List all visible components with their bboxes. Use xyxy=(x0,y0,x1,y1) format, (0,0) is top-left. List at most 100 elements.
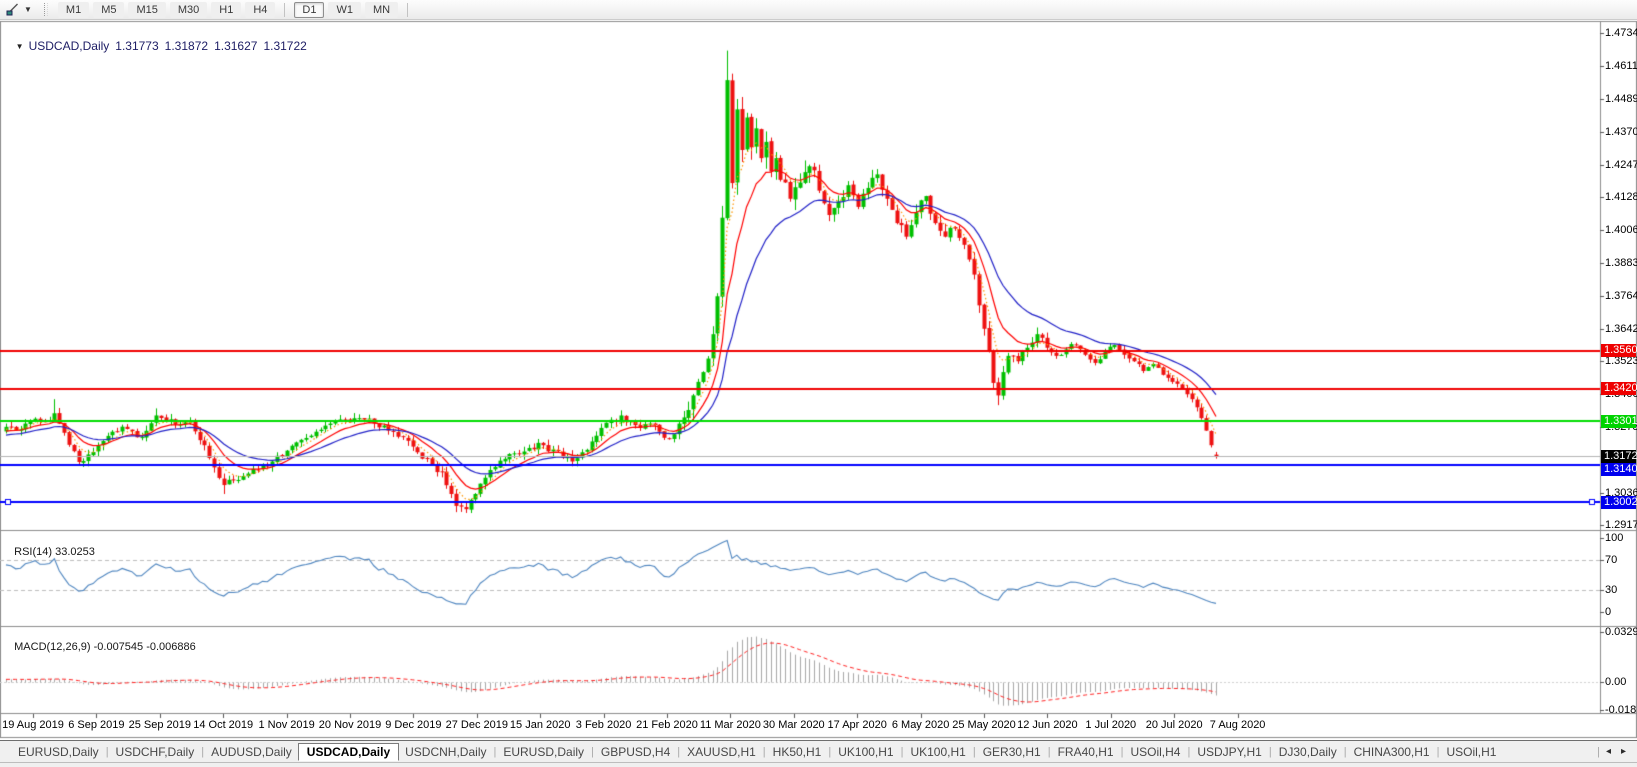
price-axis-tick: 1.38835 xyxy=(1605,257,1637,270)
chart-symbol-label: USDCAD,Daily xyxy=(28,39,110,53)
current-price-badge: 1.31722 xyxy=(1601,449,1637,463)
timeframe-button-w1[interactable]: W1 xyxy=(328,1,361,18)
price-axis-tick: 1.40060 xyxy=(1605,224,1637,237)
time-axis-label: 20 Jul 2020 xyxy=(1145,719,1203,731)
symbol-tab-audusd-daily[interactable]: AUDUSD,Daily xyxy=(211,744,292,759)
time-axis-label: 12 Jun 2020 xyxy=(1017,719,1078,731)
tab-separator: | xyxy=(1343,745,1347,758)
symbol-tab-uk100-h1[interactable]: UK100,H1 xyxy=(838,744,894,759)
price-axis-tick: 1.29175 xyxy=(1605,518,1637,531)
tab-separator: | xyxy=(105,745,109,758)
price-axis-tick: 1.43700 xyxy=(1605,125,1637,138)
symbol-tabs-row: EURUSD,Daily | USDCHF,Daily | AUDUSD,Daily US… xyxy=(0,741,1637,763)
symbol-tab-ger30-h1[interactable]: GER30,H1 xyxy=(982,744,1041,759)
rsi-indicator-name: RSI(14) xyxy=(14,546,53,558)
rsi-pane-label: RSI(14) 33.0253 xyxy=(8,534,95,558)
price-axis-tick: 1.36420 xyxy=(1605,322,1637,335)
symbol-tab-usdcad-daily[interactable]: USDCAD,Daily xyxy=(297,743,400,761)
macd-main-value: -0.007545 xyxy=(93,641,144,653)
symbol-tab-gbpusd-h4[interactable]: GBPUSD,H4 xyxy=(600,744,671,759)
tab-separator: | xyxy=(493,745,497,758)
time-axis-label: 1 Nov 2019 xyxy=(258,719,315,731)
price-axis-tick: 1.41285 xyxy=(1605,190,1637,203)
level-price-badge: 1.30022 xyxy=(1601,495,1637,509)
symbol-tab-hk50-h1[interactable]: HK50,H1 xyxy=(772,744,822,759)
rsi-axis-tick: 100 xyxy=(1605,532,1624,544)
tab-scroll-arrows: | ◂ ▸ xyxy=(1596,746,1637,758)
macd-indicator-name: MACD(12,26,9) xyxy=(14,641,91,653)
time-axis-label: 17 Apr 2020 xyxy=(827,719,887,731)
rsi-axis-tick: 0 xyxy=(1605,606,1612,618)
symbol-tab-eurusd-daily[interactable]: EURUSD,Daily xyxy=(18,744,99,759)
tab-separator: | xyxy=(1436,745,1440,758)
symbol-tab-eurusd-daily[interactable]: EURUSD,Daily xyxy=(503,744,585,759)
tab-separator: | xyxy=(1120,745,1124,758)
time-axis-label: 6 May 2020 xyxy=(891,719,950,731)
level-price-badge: 1.35606 xyxy=(1601,344,1637,358)
symbol-tab-xauusd-h1[interactable]: XAUUSD,H1 xyxy=(687,744,756,759)
symbol-tabbar: EURUSD,Daily | USDCHF,Daily | AUDUSD,Daily US… xyxy=(0,740,1637,767)
time-axis-label: 21 Feb 2020 xyxy=(636,719,698,731)
candlestick-chart-icon xyxy=(6,3,18,16)
price-axis-tick: 1.44890 xyxy=(1605,93,1637,106)
rsi-axis-tick: 30 xyxy=(1605,583,1618,596)
symbol-tab-usdcnh-daily[interactable]: USDCNH,Daily xyxy=(405,744,487,759)
time-axis-label: 25 May 2020 xyxy=(952,719,1016,731)
timeframe-button-m30[interactable]: M30 xyxy=(169,1,208,18)
symbol-tab-fra40-h1[interactable]: FRA40,H1 xyxy=(1057,744,1114,759)
macd-axis-tick: -0.018154 xyxy=(1605,703,1637,716)
chart-tool-dropdown-icon[interactable]: ▼ xyxy=(24,5,32,14)
time-axis-label: 25 Sep 2019 xyxy=(128,719,191,731)
rsi-indicator-value: 33.0253 xyxy=(55,546,95,558)
macd-axis-tick: 0.032972 xyxy=(1605,626,1637,638)
symbol-tab-china300-h1[interactable]: CHINA300,H1 xyxy=(1353,744,1430,759)
ohlc-high: 1.31872 xyxy=(164,39,209,53)
timeframe-button-m15[interactable]: M15 xyxy=(128,1,166,18)
symbol-tab-usdchf-daily[interactable]: USDCHF,Daily xyxy=(115,744,195,759)
price-axis-tick: 1.46115 xyxy=(1605,60,1637,73)
time-axis-label: 3 Feb 2020 xyxy=(575,719,632,731)
tabs-scroll-left-icon[interactable]: ◂ xyxy=(1605,746,1611,757)
time-axis-label: 9 Dec 2019 xyxy=(385,719,442,731)
collapse-triangle-icon[interactable]: ▼ xyxy=(15,42,24,51)
tab-separator: | xyxy=(1187,745,1191,758)
toolbar-separator xyxy=(407,2,409,17)
timeframe-button-m1[interactable]: M1 xyxy=(57,1,90,18)
level-price-badge: 1.34206 xyxy=(1601,382,1637,396)
symbol-tab-usoil-h4[interactable]: USOil,H4 xyxy=(1130,744,1181,759)
time-axis-label: 7 Aug 2020 xyxy=(1209,719,1266,731)
price-axis-tick: 1.47340 xyxy=(1605,27,1637,39)
time-axis-label: 27 Dec 2019 xyxy=(445,719,508,731)
symbol-tab-dj30-daily[interactable]: DJ30,Daily xyxy=(1278,744,1337,759)
symbol-tab-usdjpy-h1[interactable]: USDJPY,H1 xyxy=(1197,744,1262,759)
macd-signal-value: -0.006886 xyxy=(146,641,196,653)
timeframe-button-d1[interactable]: D1 xyxy=(294,1,325,18)
macd-pane-label: MACD(12,26,9) -0.007545 -0.006886 xyxy=(8,629,196,653)
charts-tool-icon[interactable] xyxy=(5,3,20,16)
price-axis-tick: 1.37645 xyxy=(1605,289,1637,302)
time-axis-label: 1 Jul 2020 xyxy=(1085,719,1137,731)
symbol-tab-uk100-h1[interactable]: UK100,H1 xyxy=(910,744,966,759)
tab-separator: | xyxy=(762,745,766,758)
symbol-tab-usoil-h1[interactable]: USOil,H1 xyxy=(1446,744,1497,759)
toolbar-grip[interactable] xyxy=(43,3,48,16)
macd-axis-tick: 0.00 xyxy=(1605,676,1627,688)
tab-separator: | xyxy=(1268,745,1272,758)
tab-separator: | xyxy=(591,745,594,758)
timeframe-button-m5[interactable]: M5 xyxy=(93,1,125,18)
chart-title: ▼ USDCAD,Daily 1.31773 1.31872 1.31627 1.3172… xyxy=(9,25,313,53)
time-axis-label: 30 Mar 2020 xyxy=(762,719,825,731)
tab-separator: | xyxy=(972,745,976,758)
time-axis-label: 11 Mar 2020 xyxy=(699,719,761,731)
tabs-scroll-right-icon[interactable]: ▸ xyxy=(1620,746,1626,757)
ohlc-open: 1.31773 xyxy=(115,39,159,53)
timeframe-button-mn[interactable]: MN xyxy=(364,1,399,18)
timeframe-button-h4[interactable]: H4 xyxy=(245,1,276,18)
time-axis-label: 6 Sep 2019 xyxy=(68,719,125,731)
price-axis-tick: 1.42475 xyxy=(1605,158,1637,171)
tab-separator: | xyxy=(828,745,832,758)
timeframe-button-h1[interactable]: H1 xyxy=(211,1,242,18)
toolbar-separator xyxy=(284,2,286,17)
